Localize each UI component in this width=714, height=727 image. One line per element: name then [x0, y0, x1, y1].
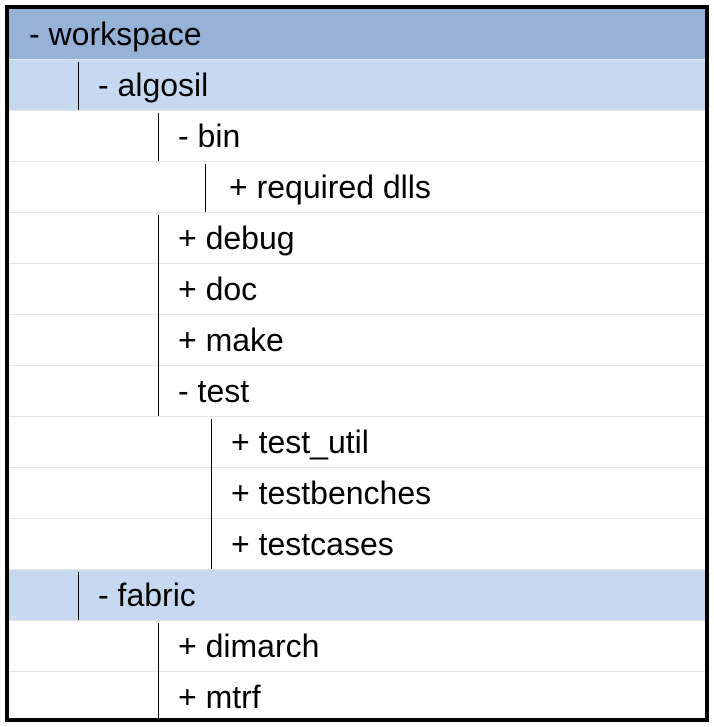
indent-guide-test-children [211, 419, 212, 569]
indent-guide-algosil-children [158, 215, 159, 416]
indent-guide-fabric-children [158, 623, 159, 718]
indent-guide-fabric [78, 572, 79, 620]
tree-label-test: - test [178, 373, 250, 409]
tree-row-workspace[interactable]: - workspace [9, 9, 705, 60]
tree-label-algosil: - algosil [98, 67, 209, 103]
indent-guide-algosil [78, 62, 79, 110]
tree-label-required-dlls: + required dlls [229, 169, 431, 205]
tree-label-mtrf: + mtrf [178, 679, 261, 715]
tree-row-test-util[interactable]: + test_util [9, 417, 705, 468]
tree-row-bin[interactable]: - bin [9, 111, 705, 162]
tree-row-mtrf[interactable]: + mtrf [9, 672, 705, 718]
indent-guide-required-dlls [205, 164, 206, 212]
tree-row-doc[interactable]: + doc [9, 264, 705, 315]
tree-label-test-util: + test_util [231, 424, 369, 460]
tree-row-testbenches[interactable]: + testbenches [9, 468, 705, 519]
tree-label-fabric: - fabric [98, 577, 196, 613]
tree-row-fabric[interactable]: - fabric [9, 570, 705, 621]
tree-label-workspace: - workspace [29, 16, 202, 52]
tree-label-bin: - bin [178, 118, 241, 154]
tree-row-testcases[interactable]: + testcases [9, 519, 705, 570]
folder-tree: - workspace - algosil - bin + required d… [5, 5, 709, 722]
tree-label-dimarch: + dimarch [178, 628, 320, 664]
tree-label-make: + make [178, 322, 284, 358]
tree-label-testbenches: + testbenches [231, 475, 432, 511]
tree-label-testcases: + testcases [231, 526, 394, 562]
indent-guide-bin [158, 113, 159, 161]
tree-label-debug: + debug [178, 220, 295, 256]
tree-row-dimarch[interactable]: + dimarch [9, 621, 705, 672]
tree-label-doc: + doc [178, 271, 258, 307]
tree-row-test[interactable]: - test [9, 366, 705, 417]
tree-row-required-dlls[interactable]: + required dlls [9, 162, 705, 213]
tree-row-make[interactable]: + make [9, 315, 705, 366]
tree-row-algosil[interactable]: - algosil [9, 60, 705, 111]
tree-row-debug[interactable]: + debug [9, 213, 705, 264]
